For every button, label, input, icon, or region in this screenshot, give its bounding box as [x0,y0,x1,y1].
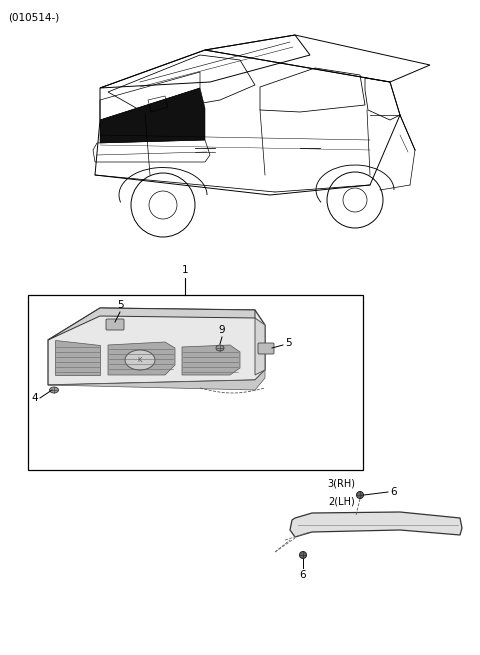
Text: 2(LH): 2(LH) [328,497,355,507]
Text: 6: 6 [390,487,396,497]
Text: 4: 4 [31,393,38,403]
Ellipse shape [125,350,155,370]
Polygon shape [108,342,175,375]
Text: 1: 1 [182,265,188,275]
FancyBboxPatch shape [258,343,274,354]
Polygon shape [100,88,205,143]
Polygon shape [48,308,265,385]
Text: 3(RH): 3(RH) [327,478,355,488]
Text: (010514-): (010514-) [8,13,59,23]
Polygon shape [290,512,462,537]
Text: K: K [138,357,142,363]
Text: 6: 6 [300,570,306,580]
Text: 5: 5 [117,300,123,310]
Bar [28,295,363,470]
Polygon shape [55,340,100,375]
Text: 9: 9 [219,325,225,335]
FancyBboxPatch shape [106,319,124,330]
Ellipse shape [216,345,224,351]
Polygon shape [182,345,240,375]
Ellipse shape [300,552,307,559]
Text: 5: 5 [285,338,292,348]
Polygon shape [48,308,255,340]
Ellipse shape [49,387,59,393]
Polygon shape [255,318,265,375]
Polygon shape [48,370,265,390]
Ellipse shape [357,491,363,498]
